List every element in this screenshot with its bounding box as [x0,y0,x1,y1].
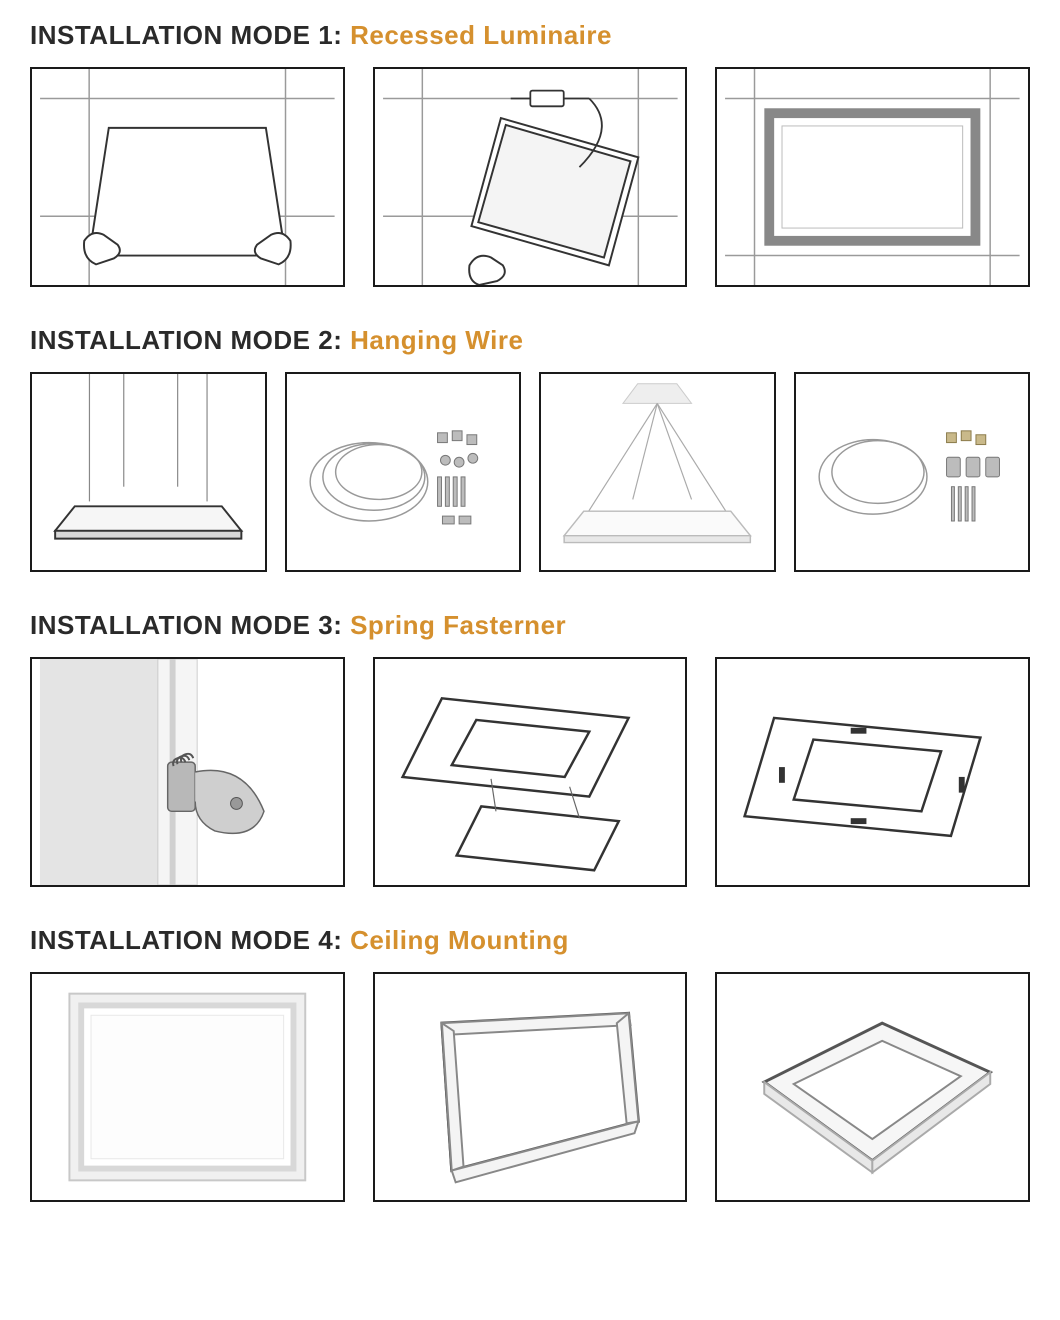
section-mode-4: INSTALLATION MODE 4: Ceiling Mounting [30,925,1030,1202]
section-mode-1: INSTALLATION MODE 1: Recessed Luminaire [30,20,1030,287]
cell-3-1 [30,657,345,887]
title-name-2: Hanging Wire [350,325,523,355]
title-name-4: Ceiling Mounting [350,925,569,955]
row-mode-1 [30,67,1030,287]
row-mode-3 [30,657,1030,887]
title-prefix-3: INSTALLATION MODE 3: [30,610,342,640]
title-name-3: Spring Fasterner [350,610,566,640]
cell-1-3 [715,67,1030,287]
section-mode-2: INSTALLATION MODE 2: Hanging Wire [30,325,1030,572]
cell-3-2 [373,657,688,887]
title-prefix-2: INSTALLATION MODE 2: [30,325,342,355]
row-mode-2 [30,372,1030,572]
cell-4-1 [30,972,345,1202]
section-title-2: INSTALLATION MODE 2: Hanging Wire [30,325,1030,356]
cell-2-2 [285,372,522,572]
section-title-4: INSTALLATION MODE 4: Ceiling Mounting [30,925,1030,956]
cell-1-2 [373,67,688,287]
cell-2-3 [539,372,776,572]
cell-2-1 [30,372,267,572]
cell-4-3 [715,972,1030,1202]
cell-2-4 [794,372,1031,572]
section-title-3: INSTALLATION MODE 3: Spring Fasterner [30,610,1030,641]
section-mode-3: INSTALLATION MODE 3: Spring Fasterner [30,610,1030,887]
title-name-1: Recessed Luminaire [350,20,612,50]
title-prefix-1: INSTALLATION MODE 1: [30,20,342,50]
cell-3-3 [715,657,1030,887]
section-title-1: INSTALLATION MODE 1: Recessed Luminaire [30,20,1030,51]
cell-4-2 [373,972,688,1202]
cell-1-1 [30,67,345,287]
row-mode-4 [30,972,1030,1202]
title-prefix-4: INSTALLATION MODE 4: [30,925,342,955]
